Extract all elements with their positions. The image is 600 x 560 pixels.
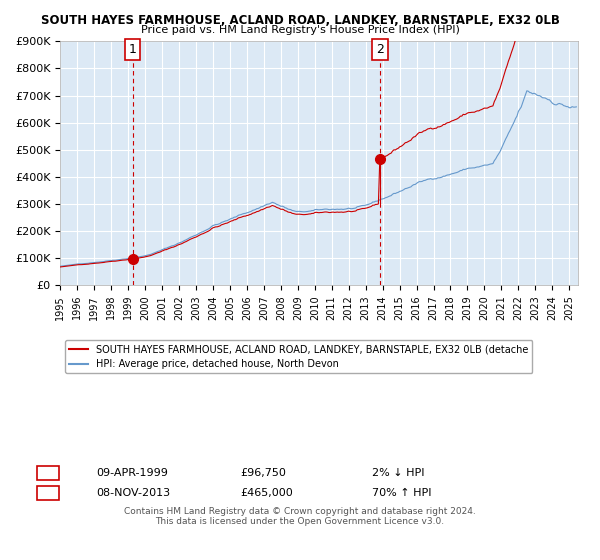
Text: 70% ↑ HPI: 70% ↑ HPI bbox=[372, 488, 431, 498]
Text: 2: 2 bbox=[44, 488, 52, 498]
Text: 1: 1 bbox=[44, 468, 52, 478]
Text: 09-APR-1999: 09-APR-1999 bbox=[96, 468, 168, 478]
Text: £96,750: £96,750 bbox=[240, 468, 286, 478]
Text: 2: 2 bbox=[376, 43, 384, 56]
Text: 08-NOV-2013: 08-NOV-2013 bbox=[96, 488, 170, 498]
Text: 1: 1 bbox=[129, 43, 137, 56]
Text: Contains HM Land Registry data © Crown copyright and database right 2024.
This d: Contains HM Land Registry data © Crown c… bbox=[124, 507, 476, 526]
Text: £465,000: £465,000 bbox=[240, 488, 293, 498]
Text: Price paid vs. HM Land Registry's House Price Index (HPI): Price paid vs. HM Land Registry's House … bbox=[140, 25, 460, 35]
Legend: SOUTH HAYES FARMHOUSE, ACLAND ROAD, LANDKEY, BARNSTAPLE, EX32 0LB (detache, HPI:: SOUTH HAYES FARMHOUSE, ACLAND ROAD, LAND… bbox=[65, 340, 532, 373]
Text: 2% ↓ HPI: 2% ↓ HPI bbox=[372, 468, 425, 478]
Text: SOUTH HAYES FARMHOUSE, ACLAND ROAD, LANDKEY, BARNSTAPLE, EX32 0LB: SOUTH HAYES FARMHOUSE, ACLAND ROAD, LAND… bbox=[41, 14, 559, 27]
